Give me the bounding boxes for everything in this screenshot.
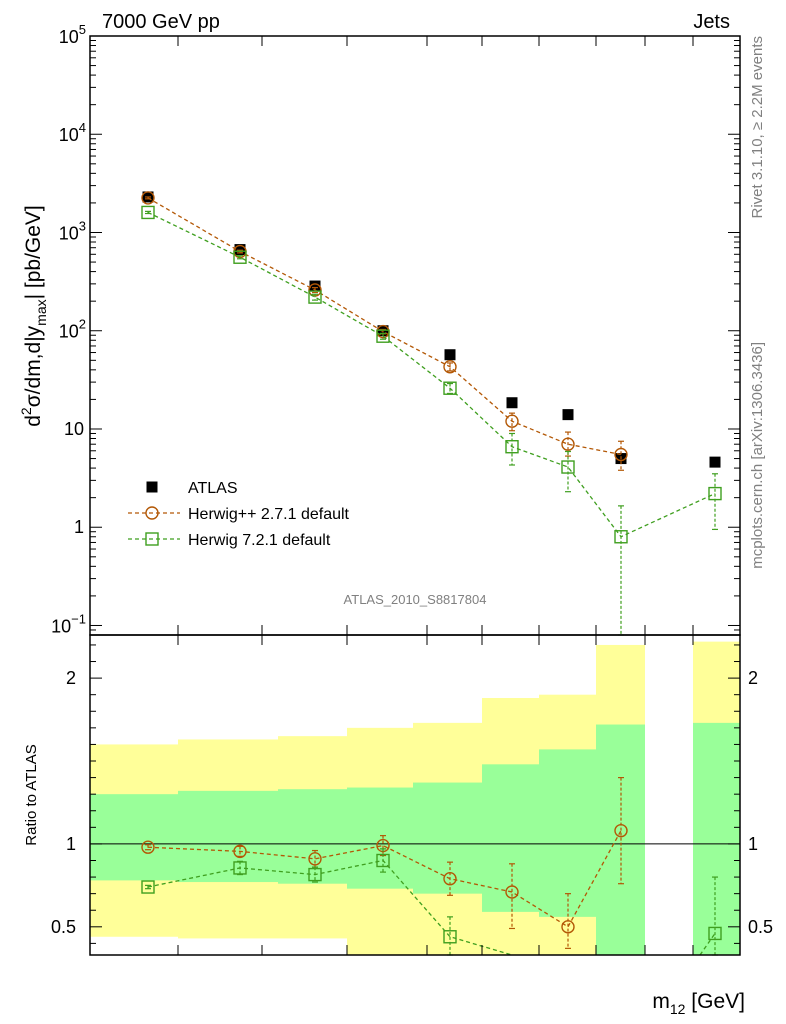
legend-label-1: Herwig++ 2.7.1 default bbox=[188, 506, 350, 523]
main-ytick-label-exp: 5 bbox=[79, 22, 86, 37]
main-ytick-label-exp: −1 bbox=[71, 611, 86, 626]
main-point-1-4 bbox=[443, 360, 457, 374]
main-point-2-2 bbox=[308, 290, 322, 304]
main-ytick-label-5: 104 bbox=[59, 120, 86, 145]
ratio-band-green-6 bbox=[539, 749, 596, 917]
main-point-1-7 bbox=[614, 447, 628, 462]
main-series-line-1 bbox=[147, 197, 622, 456]
legend-marker-2 bbox=[145, 532, 159, 546]
main-point-2-4 bbox=[443, 381, 457, 395]
main-y-axis-label-c: | [pb/GeV] bbox=[22, 205, 45, 299]
main-marks bbox=[141, 191, 722, 636]
main-point-2-5 bbox=[505, 440, 519, 454]
x-axis-label-a: m bbox=[652, 990, 670, 1013]
ratio-ytick-label-left-2: 2 bbox=[66, 668, 76, 688]
main-ytick-label-base: 10 bbox=[59, 322, 79, 342]
ratio-point-1-9 bbox=[708, 926, 722, 941]
legend: ATLAS Herwig++ 2.7.1 default Herwig 7.2.1 … bbox=[128, 480, 350, 549]
legend-marker-1 bbox=[145, 506, 159, 520]
ratio-y-axis-label: Ratio to ATLAS bbox=[23, 744, 40, 845]
main-y-axis-label-b: σ/dm,d|y bbox=[22, 325, 45, 407]
ratio-ytick-label-left-1: 1 bbox=[66, 834, 76, 854]
rivet-label: Rivet 3.1.10, ≥ 2.2M events bbox=[749, 36, 766, 219]
main-point-1-6 bbox=[561, 437, 575, 451]
legend-label-0: ATLAS bbox=[188, 480, 238, 497]
ratio-series-line-1-a bbox=[147, 859, 513, 956]
ratio-point-0-0 bbox=[141, 840, 155, 854]
main-point-0-1 bbox=[234, 244, 246, 256]
main-ytick-label-3: 102 bbox=[59, 317, 86, 342]
x-axis-label-sub: 12 bbox=[670, 1001, 686, 1017]
main-series-line-2 bbox=[147, 211, 716, 538]
ratio-band-green-0 bbox=[90, 794, 178, 881]
legend-marker-0 bbox=[146, 481, 158, 493]
main-point-2-3 bbox=[376, 329, 390, 343]
x-axis-label-b: [GeV] bbox=[685, 990, 745, 1013]
main-ytick-label-base: 10 bbox=[59, 223, 79, 243]
main-point-0-9 bbox=[709, 456, 721, 468]
ratio-point-1-1 bbox=[233, 861, 247, 875]
ratio-band-green-1 bbox=[178, 790, 278, 883]
analysis-watermark: ATLAS_2010_S8817804 bbox=[344, 592, 487, 607]
main-y-axis-label-a: d bbox=[22, 415, 45, 427]
ratio-series-line-1-b bbox=[699, 933, 716, 956]
ratio-band-green-4 bbox=[413, 782, 482, 894]
main-point-2-7 bbox=[614, 530, 628, 544]
main-point-2-9 bbox=[708, 486, 722, 501]
ratio-band-green-3 bbox=[347, 787, 413, 889]
ratio-point-1-0 bbox=[141, 880, 155, 894]
ratio-point-1-2 bbox=[308, 867, 322, 882]
main-ytick-label-base: 10 bbox=[51, 616, 71, 636]
ratio-frame bbox=[89, 634, 741, 956]
main-ytick-label-1: 1 bbox=[74, 517, 84, 537]
main-ytick-label-exp: 4 bbox=[79, 120, 86, 135]
ratio-band-green-5 bbox=[482, 764, 539, 912]
mcplots-label: mcplots.cern.ch [arXiv:1306.3436] bbox=[749, 342, 766, 569]
legend-label-2: Herwig 7.2.1 default bbox=[188, 532, 331, 549]
main-ytick-label-6: 105 bbox=[59, 22, 86, 47]
ratio-point-1-3 bbox=[376, 853, 390, 868]
main-ytick-label-exp: 3 bbox=[79, 218, 86, 233]
main-ytick-label-4: 103 bbox=[59, 218, 86, 243]
x-axis-label: m12 [GeV] bbox=[652, 990, 745, 1017]
main-point-0-6 bbox=[562, 409, 574, 421]
main-ytick-label-base: 10 bbox=[59, 27, 79, 47]
main-point-1-5 bbox=[505, 414, 519, 428]
main-y-axis-label: d2σ/dm,d|ymax| [pb/GeV] bbox=[18, 205, 49, 427]
ratio-point-0-1 bbox=[233, 844, 247, 859]
ratio-ytick-label-left-0: 0.5 bbox=[51, 917, 76, 937]
ratio-ytick-label-right-2: 2 bbox=[748, 668, 758, 688]
ratio-point-0-2 bbox=[308, 852, 322, 866]
main-point-2-6 bbox=[561, 460, 575, 474]
main-point-1-0 bbox=[141, 191, 155, 205]
ratio-point-0-5 bbox=[505, 885, 519, 899]
main-point-0-4 bbox=[444, 349, 456, 361]
ratio-ytick-label-right-0: 0.5 bbox=[748, 917, 773, 937]
header-left: 7000 GeV pp bbox=[102, 11, 220, 33]
main-ytick-label-0: 10−1 bbox=[51, 611, 86, 636]
main-point-0-5 bbox=[506, 397, 518, 409]
header-right: Jets bbox=[693, 11, 730, 33]
ratio-band-green-9 bbox=[693, 722, 740, 955]
ratio-point-1-4 bbox=[443, 930, 457, 944]
ratio-marks bbox=[141, 776, 722, 956]
ratio-ytick-label-right-1: 1 bbox=[748, 834, 758, 854]
main-point-0-2 bbox=[309, 280, 321, 292]
ratio-point-0-7 bbox=[614, 823, 628, 838]
main-ytick-label-base: 10 bbox=[59, 125, 79, 145]
ratio-point-0-6 bbox=[561, 920, 575, 934]
main-point-2-0 bbox=[141, 205, 155, 220]
ratio-series-line-0 bbox=[147, 830, 622, 928]
main-ytick-label-2: 10 bbox=[64, 419, 84, 439]
ratio-point-0-4 bbox=[443, 872, 457, 886]
main-point-2-1 bbox=[233, 250, 247, 264]
main-ytick-label-exp: 2 bbox=[79, 317, 86, 332]
main-y-axis-label-sup: 2 bbox=[18, 407, 34, 415]
ratio-bands bbox=[90, 641, 740, 955]
main-y-axis-label-sub: max bbox=[33, 299, 49, 325]
